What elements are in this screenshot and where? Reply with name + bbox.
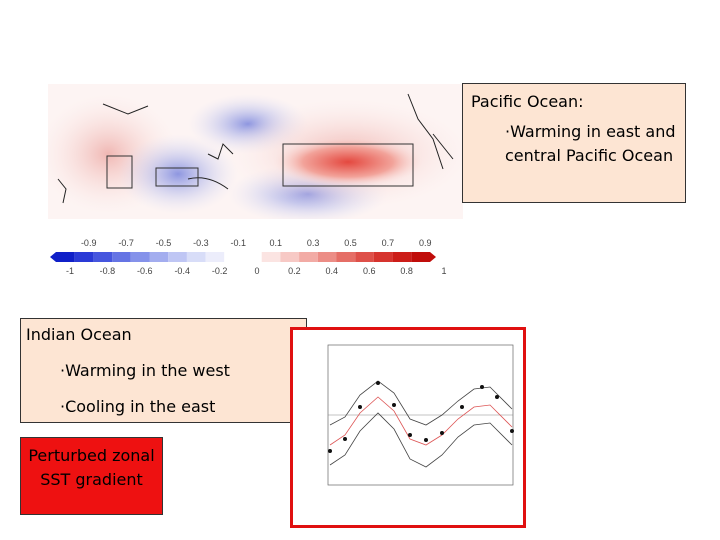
- colorbar-segment: [224, 252, 243, 262]
- colorbar-arrow: [50, 252, 56, 262]
- indian-title: Indian Ocean: [26, 325, 132, 344]
- colorbar-label: -0.3: [193, 238, 209, 248]
- colorbar-label: 0.7: [382, 238, 395, 248]
- colorbar-label: -0.1: [231, 238, 247, 248]
- colorbar-label: 0.2: [288, 266, 301, 276]
- colorbar-segment: [336, 252, 356, 262]
- colorbar: -1 -0.8 -0.6 -0.4 -0.2 0 0.2 0.4 0.6 0.8 1 -0.9 -0.7…: [50, 238, 447, 276]
- colorbar-label: 0: [254, 266, 259, 276]
- colorbar-label: 0.6: [363, 266, 376, 276]
- pacific-title: Pacific Ocean:: [471, 92, 584, 111]
- colorbar-label: 1: [441, 266, 446, 276]
- colorbar-label: -0.6: [137, 266, 153, 276]
- indian-bullet: ·Cooling in the east: [60, 397, 216, 416]
- colorbar-segment: [243, 252, 262, 262]
- colorbar-segment: [93, 252, 113, 262]
- colorbar-label: 0.3: [307, 238, 320, 248]
- colorbar-segment: [355, 252, 374, 262]
- colorbar-label: 0.1: [269, 238, 282, 248]
- indian-bullet: ·Warming in the west: [60, 361, 230, 380]
- colorbar-segment: [392, 252, 412, 262]
- callout-box: Perturbed zonal SST gradient: [20, 437, 163, 515]
- colorbar-label: 0.4: [326, 266, 339, 276]
- pacific-bullet: ·Warming in east and central Pacific Oce…: [505, 122, 676, 165]
- callout-text: Perturbed zonal SST gradient: [28, 446, 155, 489]
- colorbar-segment: [74, 252, 94, 262]
- colorbar-label: -1: [66, 266, 74, 276]
- colorbar-segment: [205, 252, 225, 262]
- colorbar-label: -0.9: [81, 238, 97, 248]
- colorbar-segment: [56, 252, 75, 262]
- colorbar-label: 0.9: [419, 238, 432, 248]
- colorbar-segment: [411, 252, 430, 262]
- sst-map: [48, 84, 463, 219]
- colorbar-label: 0.5: [344, 238, 357, 248]
- colorbar-segment: [299, 252, 318, 262]
- colorbar-label: -0.5: [156, 238, 172, 248]
- colorbar-label: -0.2: [212, 266, 228, 276]
- colorbar-label: -0.7: [118, 238, 134, 248]
- colorbar-label: -0.4: [174, 266, 190, 276]
- colorbar-arrow: [430, 252, 436, 262]
- colorbar-segment: [130, 252, 150, 262]
- colorbar-segment: [280, 252, 300, 262]
- colorbar-label: 0.8: [400, 266, 413, 276]
- colorbar-segment: [168, 252, 187, 262]
- figure: [290, 327, 526, 528]
- colorbar-segment: [149, 252, 169, 262]
- pacific-box: Pacific Ocean: ·Warming in east and cent…: [462, 83, 686, 203]
- colorbar-segment: [373, 252, 393, 262]
- colorbar-label: -0.8: [100, 266, 116, 276]
- colorbar-segment: [261, 252, 281, 262]
- colorbar-segment: [112, 252, 131, 262]
- indian-box: Indian Ocean ·Warming in the west ·Cooli…: [20, 318, 307, 423]
- colorbar-segment: [317, 252, 337, 262]
- colorbar-segment: [186, 252, 206, 262]
